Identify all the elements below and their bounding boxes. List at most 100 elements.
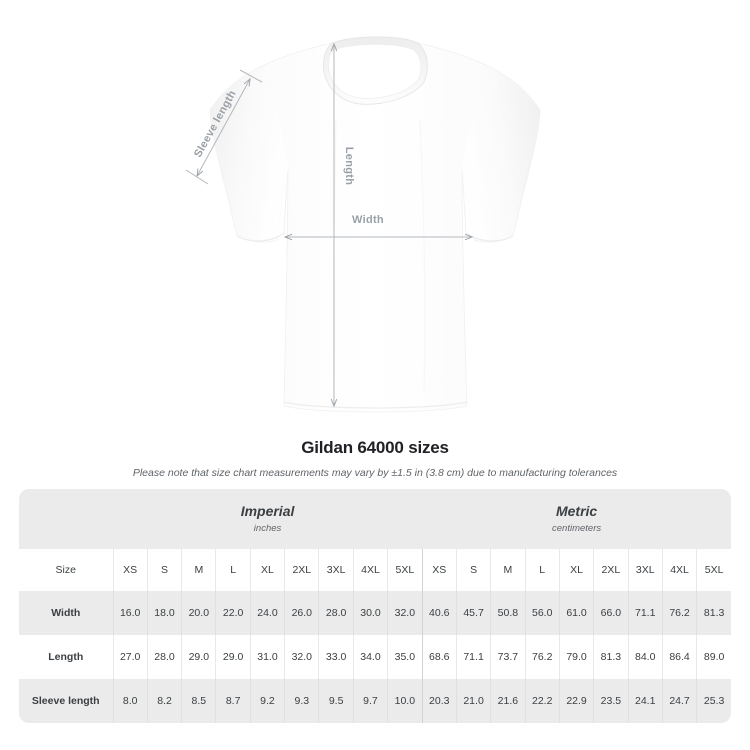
size-header-imperial-4xl: 4XL <box>352 549 388 591</box>
size-header-imperial-l: L <box>215 549 251 591</box>
cell-imperial-xs: 27.0 <box>112 635 148 679</box>
cell-metric-s: 71.1 <box>455 635 491 679</box>
size-header-metric-5xl: 5XL <box>696 549 732 591</box>
unit-name: Metric <box>555 502 598 519</box>
table-row: Length 27.0 28.0 29.0 29.0 31.0 32.0 33.0 34.0 35… <box>19 635 732 679</box>
cell-imperial-2xl: 26.0 <box>284 591 319 635</box>
cell-metric-2xl: 81.3 <box>593 635 629 679</box>
size-header-metric-m: M <box>490 549 526 591</box>
size-header-metric-xs: XS <box>421 549 457 591</box>
size-header-metric-3xl: 3XL <box>627 549 663 591</box>
title-block: Gildan 64000 sizes Please note that size… <box>0 430 750 479</box>
cell-imperial-3xl: 28.0 <box>318 591 354 635</box>
cell-metric-2xl: 66.0 <box>593 591 629 635</box>
tolerance-note: Please note that size chart measurements… <box>132 467 618 479</box>
cell-imperial-s: 8.2 <box>146 679 182 723</box>
size-column-header: Size <box>19 549 113 591</box>
size-header-metric-s: S <box>455 549 491 591</box>
cell-imperial-m: 8.5 <box>181 679 216 723</box>
size-header-metric-l: L <box>524 549 560 591</box>
cell-imperial-l: 8.7 <box>215 679 251 723</box>
cell-metric-2xl: 23.5 <box>593 679 629 723</box>
cell-imperial-xl: 9.2 <box>249 679 285 723</box>
cell-metric-l: 56.0 <box>524 591 560 635</box>
column-header-row: Size XS S M L XL 2XL 3XL 4XL 5XL XS S M L XL 2XL 3XL 4XL 5… <box>19 549 732 591</box>
size-header-imperial-xs: XS <box>112 549 148 591</box>
cell-imperial-3xl: 33.0 <box>318 635 354 679</box>
unit-header-imperial: Imperial inches <box>113 489 423 549</box>
sleeve-arrow <box>197 79 250 176</box>
cell-imperial-xl: 31.0 <box>249 635 285 679</box>
size-header-metric-4xl: 4XL <box>661 549 697 591</box>
cell-metric-5xl: 89.0 <box>696 635 732 679</box>
cell-metric-3xl: 84.0 <box>627 635 663 679</box>
cell-metric-4xl: 24.7 <box>661 679 697 723</box>
cell-metric-xs: 40.6 <box>421 591 457 635</box>
cell-metric-s: 45.7 <box>455 591 491 635</box>
cell-imperial-s: 18.0 <box>146 591 182 635</box>
unit-subtitle: inches <box>253 523 282 535</box>
row-label-length: Length <box>19 635 113 679</box>
size-header-imperial-3xl: 3XL <box>318 549 354 591</box>
cell-imperial-xs: 8.0 <box>112 679 148 723</box>
sleeve-tick-bottom <box>185 169 209 185</box>
cell-imperial-s: 28.0 <box>146 635 182 679</box>
cell-metric-s: 21.0 <box>455 679 491 723</box>
table-row: Sleeve length 8.0 8.2 8.5 8.7 9.2 9.3 9.5 9.7 10.… <box>19 679 732 723</box>
cell-metric-3xl: 71.1 <box>627 591 663 635</box>
tshirt-diagram: Sleeve length Length Width <box>185 36 541 413</box>
cell-imperial-l: 22.0 <box>215 591 251 635</box>
cell-metric-l: 76.2 <box>524 635 560 679</box>
page-title: Gildan 64000 sizes <box>301 438 449 457</box>
width-label: Width <box>352 214 384 226</box>
cell-imperial-2xl: 32.0 <box>284 635 319 679</box>
size-header-imperial-xl: XL <box>249 549 285 591</box>
unit-banner-spacer <box>19 489 113 549</box>
cell-metric-xl: 79.0 <box>558 635 594 679</box>
size-header-imperial-5xl: 5XL <box>387 549 423 591</box>
length-label: Length <box>343 146 356 186</box>
size-header-metric-xl: XL <box>558 549 594 591</box>
size-header-imperial-2xl: 2XL <box>284 549 319 591</box>
cell-metric-xl: 22.9 <box>558 679 594 723</box>
cell-imperial-m: 20.0 <box>181 591 216 635</box>
cell-imperial-xs: 16.0 <box>112 591 148 635</box>
cell-metric-l: 22.2 <box>524 679 560 723</box>
row-label-width: Width <box>19 591 113 635</box>
measure-guides <box>185 44 472 406</box>
cell-imperial-2xl: 9.3 <box>284 679 319 723</box>
size-header-imperial-s: S <box>146 549 182 591</box>
size-header-metric-2xl: 2XL <box>593 549 629 591</box>
cell-imperial-5xl: 35.0 <box>387 635 423 679</box>
cell-metric-xs: 20.3 <box>421 679 457 723</box>
cell-metric-5xl: 81.3 <box>696 591 732 635</box>
sleeve-tick-top <box>239 69 263 83</box>
cell-imperial-4xl: 30.0 <box>352 591 388 635</box>
cell-metric-5xl: 25.3 <box>696 679 732 723</box>
cell-metric-m: 21.6 <box>490 679 526 723</box>
cell-imperial-4xl: 9.7 <box>352 679 388 723</box>
unit-header-metric: Metric centimeters <box>422 489 732 549</box>
cell-metric-4xl: 86.4 <box>661 635 697 679</box>
cell-imperial-5xl: 10.0 <box>387 679 423 723</box>
tshirt-illustration <box>185 36 541 413</box>
size-header-imperial-m: M <box>181 549 216 591</box>
row-label-sleeve-length: Sleeve length <box>19 679 113 723</box>
cell-metric-xs: 68.6 <box>421 635 457 679</box>
unit-name: Imperial <box>240 502 295 519</box>
cell-imperial-3xl: 9.5 <box>318 679 354 723</box>
cell-metric-m: 73.7 <box>490 635 526 679</box>
size-table-wrap: Imperial inches Metric centimeters Size XS S M L… <box>19 489 732 723</box>
cell-metric-3xl: 24.1 <box>627 679 663 723</box>
cell-metric-xl: 61.0 <box>558 591 594 635</box>
shirt-shape <box>209 36 541 413</box>
unit-banner-row: Imperial inches Metric centimeters <box>19 489 732 549</box>
cell-imperial-l: 29.0 <box>215 635 251 679</box>
cell-imperial-4xl: 34.0 <box>352 635 388 679</box>
size-table: Imperial inches Metric centimeters Size XS S M L… <box>19 489 732 723</box>
cell-metric-4xl: 76.2 <box>661 591 697 635</box>
cell-metric-m: 50.8 <box>490 591 526 635</box>
table-row: Width 16.0 18.0 20.0 22.0 24.0 26.0 28.0 30.0 32.… <box>19 591 732 635</box>
cell-imperial-5xl: 32.0 <box>387 591 423 635</box>
cell-imperial-xl: 24.0 <box>249 591 285 635</box>
